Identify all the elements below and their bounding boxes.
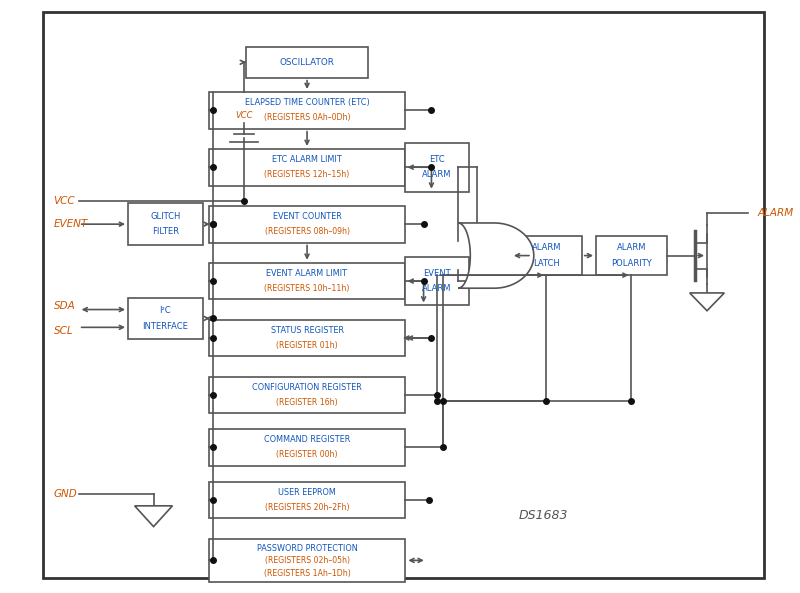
Polygon shape: [690, 293, 724, 311]
Text: VCC: VCC: [235, 111, 253, 120]
Text: (REGISTERS 0Ah–0Dh): (REGISTERS 0Ah–0Dh): [264, 113, 350, 122]
Text: ALARM: ALARM: [617, 243, 646, 253]
Text: ELAPSED TIME COUNTER (ETC): ELAPSED TIME COUNTER (ETC): [245, 98, 370, 107]
Text: LATCH: LATCH: [533, 259, 560, 268]
Bar: [128, 203, 202, 245]
Text: ETC ALARM LIMIT: ETC ALARM LIMIT: [272, 155, 342, 164]
Text: (REGISTERS 02h–05h): (REGISTERS 02h–05h): [265, 556, 350, 565]
Text: FILTER: FILTER: [152, 227, 179, 237]
Text: (REGISTERS 1Ah–1Dh): (REGISTERS 1Ah–1Dh): [264, 569, 350, 578]
Bar: [210, 149, 405, 186]
Text: PASSWORD PROTECTION: PASSWORD PROTECTION: [257, 544, 358, 553]
Polygon shape: [458, 223, 534, 288]
Text: USER EEPROM: USER EEPROM: [278, 488, 336, 497]
Text: (REGISTERS 10h–11h): (REGISTERS 10h–11h): [264, 284, 350, 293]
Text: STATUS REGISTER: STATUS REGISTER: [270, 326, 343, 335]
Text: EVENT COUNTER: EVENT COUNTER: [273, 212, 342, 221]
Text: (REGISTER 00h): (REGISTER 00h): [276, 450, 338, 459]
Text: CONFIGURATION REGISTER: CONFIGURATION REGISTER: [252, 383, 362, 392]
Polygon shape: [134, 506, 173, 527]
Bar: [246, 47, 368, 78]
Text: EVENT: EVENT: [54, 219, 88, 229]
Text: COMMAND REGISTER: COMMAND REGISTER: [264, 435, 350, 444]
Text: SCL: SCL: [54, 326, 73, 336]
Bar: [210, 482, 405, 518]
Text: (REGISTER 01h): (REGISTER 01h): [276, 341, 338, 350]
Text: SDA: SDA: [54, 301, 75, 311]
Text: VCC: VCC: [54, 196, 75, 206]
Text: POLARITY: POLARITY: [611, 259, 652, 268]
Text: EVENT ALARM LIMIT: EVENT ALARM LIMIT: [266, 269, 348, 278]
Bar: [405, 143, 470, 192]
Bar: [210, 92, 405, 129]
Bar: [128, 298, 202, 339]
Text: ETC: ETC: [429, 155, 445, 164]
Text: EVENT: EVENT: [423, 269, 450, 278]
Bar: [210, 320, 405, 356]
Text: (REGISTERS 08h–09h): (REGISTERS 08h–09h): [265, 227, 350, 236]
Bar: [596, 236, 667, 275]
Bar: [210, 377, 405, 413]
Text: (REGISTER 16h): (REGISTER 16h): [276, 398, 338, 407]
Text: (REGISTERS 12h–15h): (REGISTERS 12h–15h): [265, 170, 350, 179]
Text: ALARM: ALARM: [422, 284, 452, 294]
Text: OSCILLATOR: OSCILLATOR: [280, 58, 334, 67]
Text: ALARM: ALARM: [758, 209, 794, 218]
Text: INTERFACE: INTERFACE: [142, 321, 188, 331]
Text: I²C: I²C: [159, 306, 171, 315]
Text: GND: GND: [54, 489, 78, 499]
Bar: [210, 429, 405, 466]
Text: ALARM: ALARM: [532, 243, 561, 253]
Text: DS1683: DS1683: [518, 509, 568, 522]
Bar: [210, 206, 405, 243]
Text: GLITCH: GLITCH: [150, 212, 181, 221]
Bar: [405, 257, 470, 305]
Bar: [511, 236, 582, 275]
Bar: [210, 539, 405, 582]
Text: (REGISTERS 20h–2Fh): (REGISTERS 20h–2Fh): [265, 503, 350, 512]
Text: ALARM: ALARM: [422, 170, 452, 180]
Bar: [210, 263, 405, 299]
